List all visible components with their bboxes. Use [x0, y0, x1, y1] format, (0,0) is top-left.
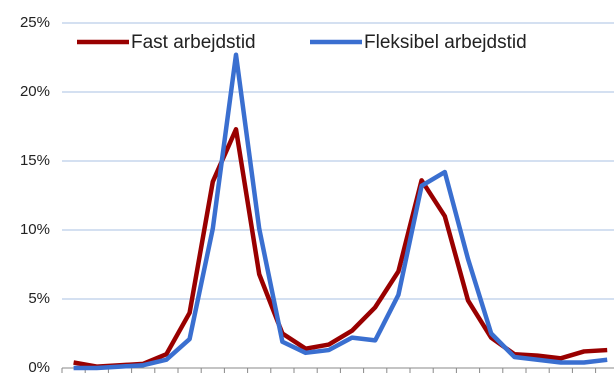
legend-label: Fleksibel arbejdstid: [364, 32, 527, 53]
data-line: [73, 127, 608, 369]
y-tick-label: 20%: [20, 83, 50, 100]
legend-label: Fast arbejdstid: [131, 32, 256, 53]
y-tick-label: 5%: [28, 290, 50, 307]
y-tick-label: 10%: [20, 221, 50, 238]
y-tick-label: 15%: [20, 152, 50, 169]
y-tick-label: 0%: [28, 359, 50, 373]
y-tick-label: 25%: [20, 14, 50, 31]
data-line: [73, 52, 608, 371]
